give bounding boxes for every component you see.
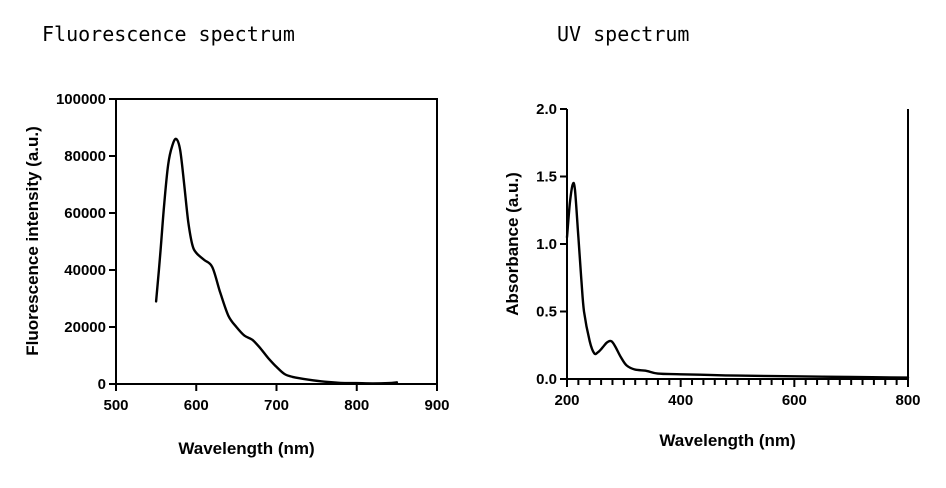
uv-y-tick-label: 0.0 bbox=[536, 371, 557, 388]
uv-chart-title: UV spectrum bbox=[557, 22, 690, 46]
uv-x-tick-label: 600 bbox=[782, 392, 807, 409]
fluor-y-tick-label: 20000 bbox=[64, 319, 106, 336]
uv-x-tick-label: 400 bbox=[668, 392, 693, 409]
fluorescence-chart-title: Fluorescence spectrum bbox=[42, 22, 295, 46]
fluor-y-tick-label: 60000 bbox=[64, 205, 106, 222]
uv-x-axis-label: Wavelength (nm) bbox=[659, 431, 795, 450]
fluor-x-tick-label: 600 bbox=[184, 397, 209, 414]
fluor-y-tick-label: 40000 bbox=[64, 262, 106, 279]
uv-x-tick-label: 200 bbox=[554, 392, 579, 409]
fluor-plot-frame bbox=[115, 98, 438, 385]
fluor-y-tick-label: 0 bbox=[98, 376, 106, 393]
fluor-y-axis-label: Fluorescence intensity (a.u.) bbox=[23, 126, 42, 356]
uv-y-tick-label: 1.0 bbox=[536, 236, 557, 253]
fluor-x-tick-label: 800 bbox=[344, 397, 369, 414]
fluor-y-tick-label: 80000 bbox=[64, 148, 106, 165]
uv-y-tick-label: 2.0 bbox=[536, 101, 557, 118]
fluor-x-tick-label: 500 bbox=[103, 397, 128, 414]
uv-y-tick-label: 0.5 bbox=[536, 304, 557, 321]
uv-chart-group: 200 400 600 800 0.0 0.5 1.0 1.5 2.0 Wavelength (n… bbox=[503, 101, 921, 450]
fluor-series-line bbox=[154, 137, 399, 385]
fluor-x-axis-label: Wavelength (nm) bbox=[178, 439, 314, 458]
uv-x-tick-label: 800 bbox=[895, 392, 920, 409]
uv-y-axis-label: Absorbance (a.u.) bbox=[503, 172, 522, 316]
uv-y-tick-label: 1.5 bbox=[536, 169, 557, 186]
fluor-x-tick-label: 900 bbox=[424, 397, 449, 414]
fluor-chart-group: 500 600 700 800 900 0 20000 40000 60000 80000 1000… bbox=[23, 91, 450, 458]
uv-series-line bbox=[565, 181, 910, 379]
fluor-x-tick-label: 700 bbox=[264, 397, 289, 414]
fluor-y-tick-label: 100000 bbox=[56, 91, 106, 108]
